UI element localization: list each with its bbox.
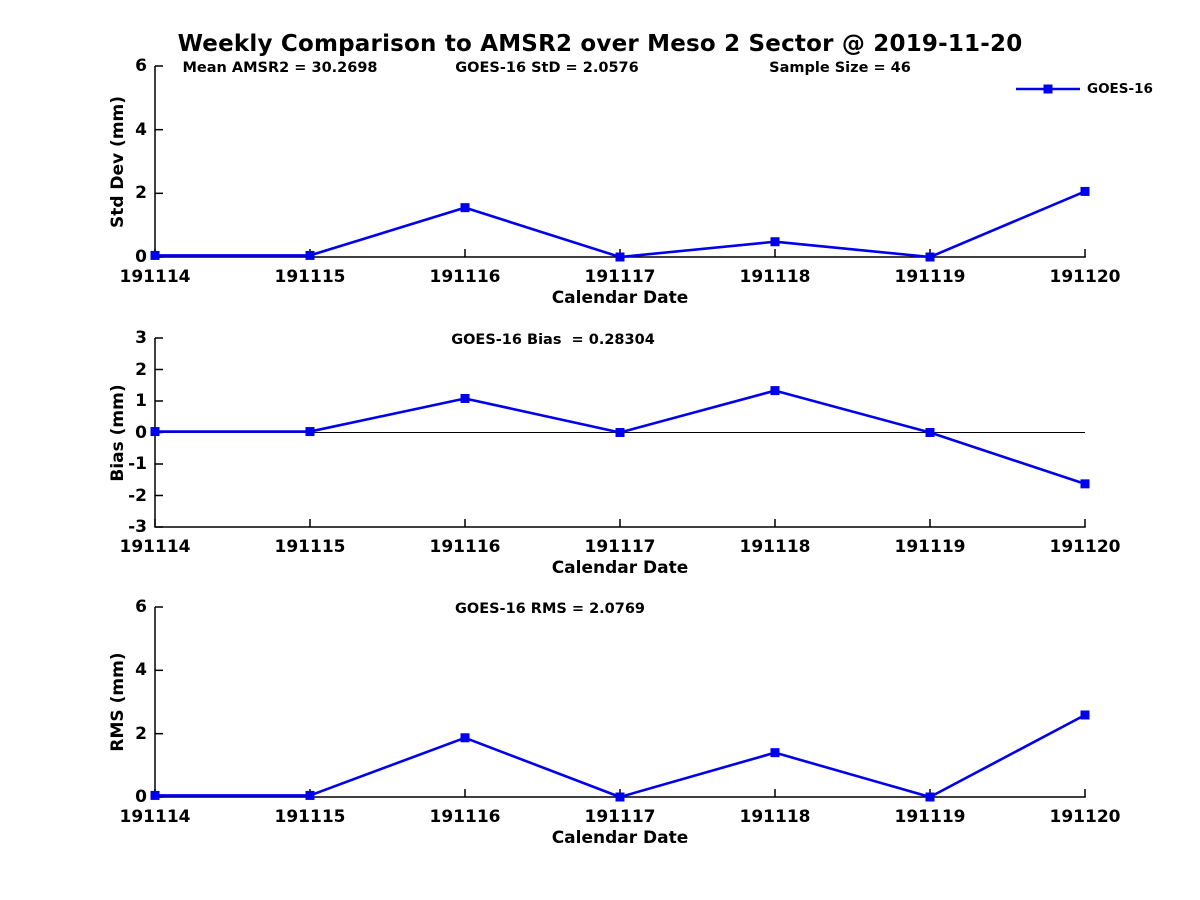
- data-point-marker: [305, 790, 315, 800]
- y-tick-label: -3: [128, 517, 147, 537]
- x-tick-label: 191118: [739, 267, 811, 287]
- data-point-marker: [1080, 186, 1090, 196]
- legend-label: GOES-16: [1087, 81, 1153, 97]
- y-tick-label: 2: [135, 183, 147, 204]
- series-line: [155, 713, 1086, 799]
- y-axis-title: RMS (mm): [108, 652, 128, 752]
- x-tick-label: 191120: [1049, 807, 1121, 827]
- y-tick-label: -2: [128, 485, 147, 506]
- y-tick-label: -1: [128, 454, 147, 474]
- data-point-marker: [925, 792, 935, 802]
- y-tick-label: 0: [135, 247, 147, 267]
- data-point-marker: [770, 748, 780, 758]
- x-axis-title: Calendar Date: [551, 288, 689, 308]
- data-point-marker: [770, 386, 780, 396]
- x-tick-label: 191118: [739, 807, 811, 827]
- series-line: [155, 389, 1086, 486]
- data-point-marker: [925, 252, 935, 262]
- y-tick-label: 0: [135, 787, 147, 807]
- x-tick-label: 191118: [739, 537, 811, 557]
- y-tick-label: 1: [135, 391, 147, 411]
- x-tick-label: 191115: [274, 267, 346, 287]
- data-point-marker: [615, 252, 625, 262]
- data-point-marker: [460, 393, 470, 403]
- x-tick-label: 191119: [894, 537, 966, 557]
- x-tick-label: 191114: [119, 267, 191, 287]
- data-point-marker: [460, 203, 470, 213]
- y-tick-label: 4: [135, 119, 147, 140]
- data-point-marker: [150, 250, 160, 260]
- stat-annotation: Mean AMSR2 = 30.2698: [182, 60, 378, 76]
- data-point-marker: [615, 792, 625, 802]
- data-point-marker: [770, 237, 780, 247]
- x-tick-label: 191115: [274, 807, 346, 827]
- data-point-marker: [615, 428, 625, 437]
- stat-annotation: GOES-16 StD = 2.0576: [455, 60, 639, 76]
- stat-annotation: GOES-16 Bias = 0.28304: [451, 332, 655, 348]
- x-tick-label: 191119: [894, 267, 966, 287]
- x-tick-label: 191120: [1049, 267, 1121, 287]
- x-axis-title: Calendar Date: [551, 558, 689, 578]
- y-tick-label: 0: [135, 422, 147, 443]
- y-tick-label: 4: [135, 660, 147, 681]
- data-point-marker: [460, 733, 470, 743]
- data-point-marker: [150, 427, 160, 437]
- x-tick-label: 191116: [429, 537, 501, 557]
- stat-annotation: GOES-16 RMS = 2.0769: [454, 601, 646, 617]
- y-axis-title: Bias (mm): [108, 383, 128, 482]
- legend-marker: [1043, 84, 1053, 94]
- x-tick-label: 191119: [894, 807, 966, 827]
- y-tick-label: 2: [135, 723, 147, 744]
- data-point-marker: [1080, 479, 1090, 489]
- x-tick-label: 191120: [1049, 537, 1121, 557]
- data-point-marker: [150, 790, 160, 800]
- figure-title: Weekly Comparison to AMSR2 over Meso 2 S…: [177, 31, 1023, 57]
- y-tick-label: 3: [135, 328, 147, 348]
- y-tick-label: 6: [135, 56, 147, 76]
- x-tick-label: 191116: [429, 807, 501, 827]
- y-tick-label: 6: [135, 597, 147, 617]
- x-tick-label: 191115: [274, 537, 346, 557]
- series-line: [155, 190, 1086, 259]
- data-point-marker: [305, 427, 315, 437]
- x-tick-label: 191114: [119, 807, 191, 827]
- x-tick-label: 191117: [584, 267, 656, 287]
- y-tick-label: 2: [135, 359, 147, 380]
- y-axis-title: Std Dev (mm): [108, 95, 128, 228]
- stat-annotation: Sample Size = 46: [769, 60, 911, 76]
- x-tick-label: 191117: [584, 537, 656, 557]
- data-point-marker: [1080, 710, 1090, 720]
- data-point-marker: [925, 428, 935, 437]
- x-tick-label: 191114: [119, 537, 191, 557]
- x-axis-title: Calendar Date: [551, 828, 689, 848]
- data-point-marker: [305, 250, 315, 260]
- x-tick-label: 191117: [584, 807, 656, 827]
- x-tick-label: 191116: [429, 267, 501, 287]
